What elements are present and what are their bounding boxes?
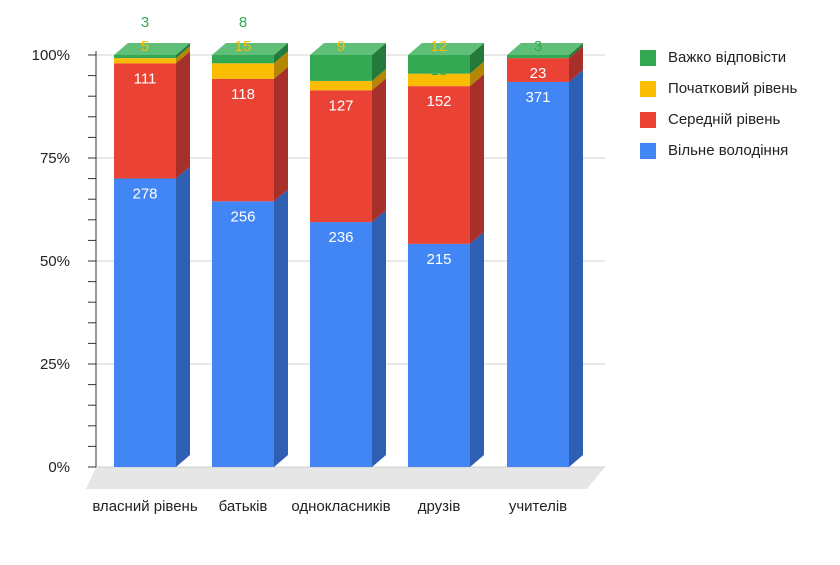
chart-floor (86, 467, 605, 489)
bar-top (114, 43, 190, 55)
bar-top (310, 43, 386, 55)
bar-segment (408, 73, 470, 87)
data-label: 215 (426, 251, 451, 268)
data-label: 127 (328, 97, 353, 114)
y-tick-label: 100% (32, 47, 70, 64)
y-tick-label: 0% (48, 459, 70, 476)
bar-segment (212, 63, 274, 79)
bar-segment (114, 178, 176, 467)
data-label: 152 (426, 93, 451, 110)
data-label: 25 (333, 62, 350, 79)
bar-top (212, 43, 288, 55)
bar-segment-side (274, 43, 288, 64)
legend-item: Вільне володіння (640, 135, 797, 166)
bar-segment (212, 78, 274, 202)
data-label: 111 (134, 70, 157, 87)
data-label: 256 (230, 208, 255, 225)
y-tick-label: 50% (40, 253, 70, 270)
x-category-label: батьків (219, 498, 268, 515)
bar-segment-side (569, 69, 583, 468)
bar-segment-side (470, 43, 484, 74)
bar-segment (408, 86, 470, 244)
bar-segment-side (470, 61, 484, 87)
bar-segment-side (372, 210, 386, 467)
data-label: 3 (141, 14, 149, 31)
legend-swatch (640, 49, 656, 66)
bar-segment (212, 201, 274, 467)
bar-segment-side (372, 43, 386, 81)
legend-item: Важко відповісти (640, 42, 797, 73)
legend-label: Важко відповісти (668, 49, 787, 66)
data-label: 18 (431, 62, 448, 79)
y-tick-label: 25% (40, 356, 70, 373)
data-label: 5 (141, 38, 149, 55)
legend-swatch (640, 80, 656, 97)
bar-segment-side (372, 68, 386, 91)
data-label: 9 (337, 38, 345, 55)
chart-legend: Важко відповісти Початковий рівень Середні… (640, 42, 797, 166)
legend-item: Початковий рівень (640, 73, 797, 104)
bar-segment-side (274, 51, 288, 79)
data-label: 12 (431, 38, 448, 55)
bar-segment (114, 55, 176, 59)
data-label: 118 (231, 86, 255, 103)
x-category-label: друзів (418, 498, 461, 515)
bar-top (408, 43, 484, 55)
x-category-label: власний рівень (92, 498, 198, 515)
bar-segment (507, 58, 569, 82)
bar-segment-side (470, 74, 484, 244)
bar-segment (310, 80, 372, 91)
bar-top (507, 43, 583, 55)
bar-segment-side (176, 46, 190, 64)
bar-segment (408, 243, 470, 467)
bar-segment (114, 58, 176, 64)
bar-segment-side (470, 231, 484, 467)
bar-segment-side (372, 78, 386, 223)
bar-segment-side (176, 51, 190, 179)
bar-segment (507, 55, 569, 59)
bar-segment (114, 63, 176, 179)
bar-segment-side (274, 189, 288, 467)
data-label: 371 (525, 89, 550, 106)
legend-item: Середній рівень (640, 104, 797, 135)
data-label: 236 (328, 229, 353, 246)
legend-label: Початковий рівень (668, 80, 798, 97)
legend-label: Середній рівень (668, 111, 781, 128)
bar-segment (507, 81, 569, 468)
data-label: 15 (235, 38, 252, 55)
x-category-label: однокласників (291, 498, 390, 515)
bar-segment (310, 222, 372, 467)
legend-swatch (640, 111, 656, 128)
bar-segment-side (274, 66, 288, 202)
data-label: 3 (534, 38, 542, 55)
bar-segment-side (569, 46, 583, 82)
data-label: 23 (530, 65, 547, 82)
bar-segment-side (569, 43, 583, 59)
data-label: 278 (132, 185, 157, 202)
bar-segment-side (176, 43, 190, 59)
legend-swatch (640, 142, 656, 159)
bar-segment-side (176, 166, 190, 467)
x-category-label: учителів (509, 498, 567, 515)
y-tick-label: 75% (40, 150, 70, 167)
bar-segment (408, 55, 470, 74)
bar-segment (310, 90, 372, 223)
data-label: 8 (239, 14, 247, 31)
bar-segment (310, 55, 372, 81)
bar-segment (212, 55, 274, 64)
legend-label: Вільне володіння (668, 142, 789, 159)
